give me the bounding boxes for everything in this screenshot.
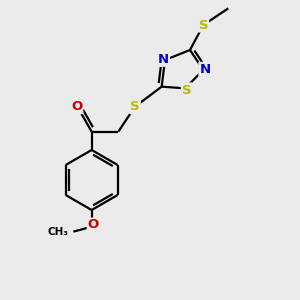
Text: O: O <box>88 218 99 232</box>
Text: N: N <box>158 53 169 66</box>
Text: N: N <box>200 63 211 76</box>
Text: S: S <box>182 83 191 97</box>
Text: CH₃: CH₃ <box>47 227 68 237</box>
Text: S: S <box>199 19 208 32</box>
Text: O: O <box>71 100 82 113</box>
Text: S: S <box>130 100 140 113</box>
